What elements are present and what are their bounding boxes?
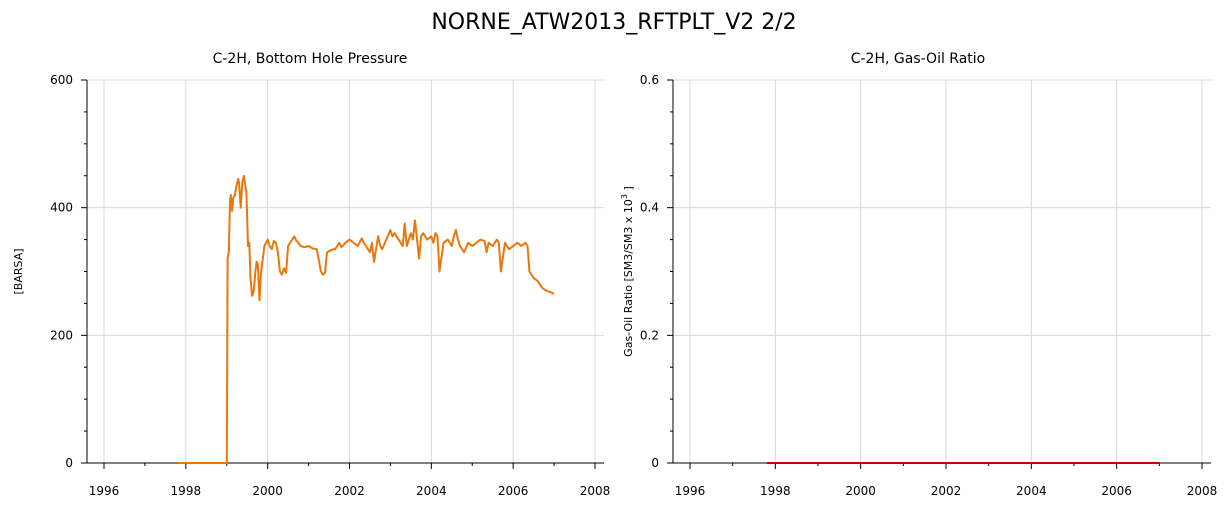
y-tick-label: 600 xyxy=(50,73,73,87)
plot-bottom-hole-pressure: C-2H, Bottom Hole Pressure 0 200 400 600 1996… xyxy=(12,51,610,498)
y-tick-label: 0 xyxy=(651,456,659,470)
x-tick-label: 2000 xyxy=(252,484,283,498)
subplot-title: C-2H, Bottom Hole Pressure xyxy=(213,51,408,67)
y-axis-label: Gas-Oil Ratio [SM3/SM3 x 103 ] xyxy=(620,186,635,357)
y-tick-label: 200 xyxy=(50,328,73,342)
figure-title: NORNE_ATW2013_RFTPLT_V2 2/2 xyxy=(431,10,796,35)
y-tick-label: 400 xyxy=(50,201,73,215)
y-axis-label-tail: ] xyxy=(622,186,635,194)
plot-gas-oil-ratio: C-2H, Gas-Oil Ratio 0 0.2 0.4 0.6 1996 1998 200… xyxy=(620,51,1217,498)
y-tick-label: 0.4 xyxy=(640,201,659,215)
y-tick-label: 0 xyxy=(65,456,73,470)
y-axis-label-text: Gas-Oil Ratio [SM3/SM3 x 10 xyxy=(622,199,635,357)
x-tick-label: 2008 xyxy=(1187,484,1218,498)
x-tick-label: 2006 xyxy=(1101,484,1132,498)
y-axis-label-superscript: 3 xyxy=(620,194,629,199)
x-tick-label: 2004 xyxy=(1016,484,1047,498)
x-tick-label: 2002 xyxy=(334,484,365,498)
x-tick-label: 2002 xyxy=(931,484,962,498)
y-tick-label: 0.6 xyxy=(640,73,659,87)
y-tick-label: 0.2 xyxy=(640,328,659,342)
x-tick-label: 2004 xyxy=(416,484,447,498)
y-axis-label-text: [BARSA] xyxy=(12,248,25,294)
y-axis-label: [BARSA] xyxy=(12,248,25,294)
x-tick-label: 1998 xyxy=(171,484,202,498)
x-tick-label: 1996 xyxy=(89,484,120,498)
x-tick-label: 2000 xyxy=(845,484,876,498)
x-tick-label: 1996 xyxy=(675,484,706,498)
x-tick-label: 1998 xyxy=(760,484,791,498)
x-tick-label: 2006 xyxy=(498,484,529,498)
subplot-title: C-2H, Gas-Oil Ratio xyxy=(851,51,986,67)
x-tick-label: 2008 xyxy=(580,484,611,498)
series-line xyxy=(177,174,555,464)
